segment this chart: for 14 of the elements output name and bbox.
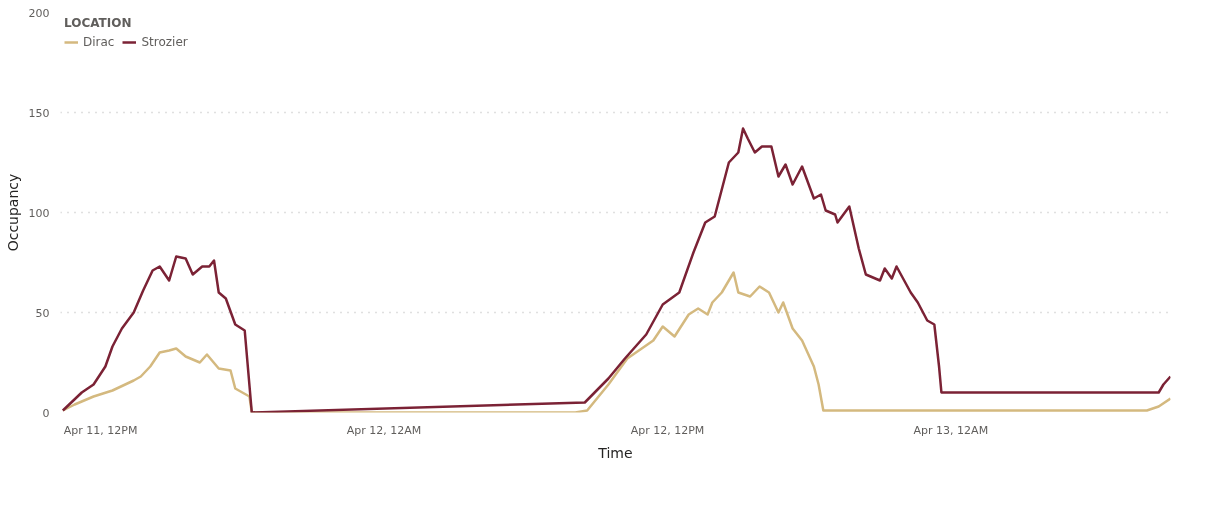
x-tick-label: Apr 13, 12AM	[913, 423, 989, 437]
legend-label: Strozier	[141, 35, 188, 49]
x-axis-title: Time	[597, 444, 633, 461]
y-axis-title: Occupancy	[4, 173, 21, 252]
x-tick-label: Apr 12, 12PM	[630, 423, 705, 437]
x-tick-label: Apr 11, 12PM	[63, 423, 138, 437]
y-tick-label: 50	[35, 306, 50, 320]
legend-label: Dirac	[83, 35, 115, 49]
y-tick-label: 100	[28, 206, 50, 220]
x-tick-label: Apr 12, 12AM	[346, 423, 422, 437]
y-tick-label: 150	[28, 106, 50, 120]
y-tick-label: 200	[28, 6, 50, 20]
legend-title: LOCATION	[64, 16, 133, 30]
y-tick-label: 0	[42, 406, 50, 420]
